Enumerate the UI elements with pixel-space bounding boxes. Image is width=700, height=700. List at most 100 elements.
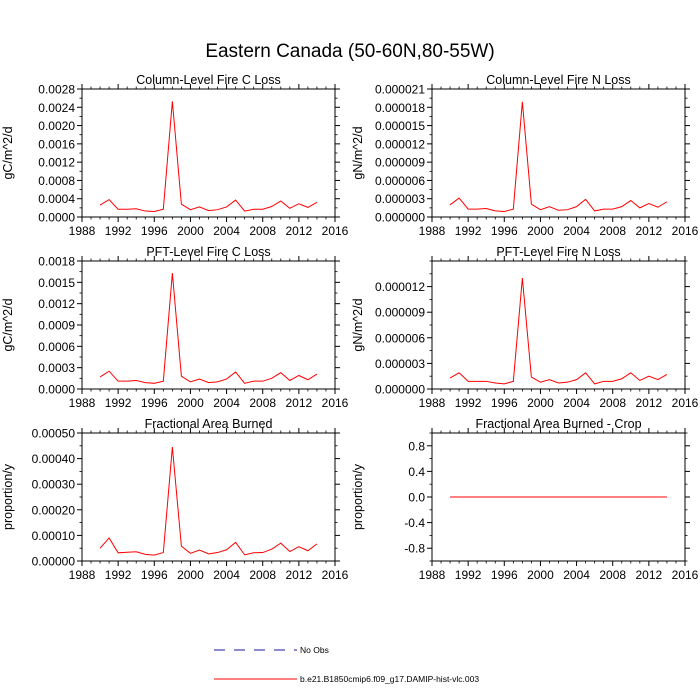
- y-tick-label: 0.000006: [375, 174, 425, 188]
- y-tick-label: 0.0015: [38, 276, 75, 290]
- panel-title: PFT-Level Fire C Loss: [146, 245, 270, 259]
- plot-frame: [81, 260, 336, 390]
- x-tick-label: 1996: [141, 568, 168, 582]
- panel-title: Column-Level Fire N Loss: [486, 73, 631, 87]
- x-tick-label: 2008: [599, 568, 626, 582]
- series-line: [449, 278, 668, 385]
- y-tick-label: 0.00050: [32, 427, 76, 441]
- panel-1: Column-Level Fire C Loss gC/m^2/d 1988 1992…: [1, 73, 349, 238]
- panel-title: PFT-Level Fire N Loss: [496, 245, 620, 259]
- y-tick-label: 0.0024: [38, 101, 75, 115]
- y-tick-label: 0.000009: [375, 156, 425, 170]
- x-tick-label: 1988: [69, 224, 96, 238]
- y-tick-label: 0.000015: [375, 119, 425, 133]
- plot-frame: [81, 88, 336, 218]
- legend-label-no-obs: No Obs: [300, 645, 329, 655]
- figure-title: Eastern Canada (50-60N,80-55W): [205, 41, 494, 62]
- x-tick-label: 1988: [419, 568, 446, 582]
- x-tick-label: 2004: [213, 396, 240, 410]
- x-tick-label: 1988: [69, 568, 96, 582]
- plot-frame: [431, 88, 686, 218]
- y-axis-label: gC/m^2/d: [1, 298, 15, 351]
- y-tick-label: 0.0000: [38, 211, 75, 225]
- x-tick-label: 1988: [419, 224, 446, 238]
- y-tick-label: 0.0003: [38, 361, 75, 375]
- x-tick-label: 2012: [286, 224, 313, 238]
- y-tick-label: 0.0012: [38, 297, 75, 311]
- x-tick-label: 2000: [177, 396, 204, 410]
- x-tick-label: 2012: [286, 396, 313, 410]
- y-tick-label: 0.000000: [375, 211, 425, 225]
- y-tick-label: 0.000012: [375, 137, 425, 151]
- x-tick-label: 2016: [672, 396, 699, 410]
- y-tick-label: 0.0012: [38, 156, 75, 170]
- y-tick-label: 0.0000: [38, 383, 75, 397]
- y-tick-label: 0.000021: [375, 83, 425, 97]
- x-tick-label: 2008: [599, 224, 626, 238]
- y-tick-label: 0.000000: [375, 383, 425, 397]
- y-tick-label: 0.000012: [375, 280, 425, 294]
- x-tick-label: 2016: [322, 396, 349, 410]
- y-tick-label: 0.000003: [375, 192, 425, 206]
- panel-title: Fractional Area Burned: [145, 417, 273, 431]
- panel-title: Column-Level Fire C Loss: [136, 73, 281, 87]
- x-tick-label: 1988: [419, 396, 446, 410]
- x-tick-label: 2000: [177, 568, 204, 582]
- y-tick-label: -0.8: [404, 542, 425, 556]
- y-axis-label: gC/m^2/d: [1, 126, 15, 179]
- y-tick-label: 0.000006: [375, 331, 425, 345]
- y-tick-label: 0.00020: [32, 503, 76, 517]
- x-tick-label: 2008: [249, 224, 276, 238]
- y-tick-label: 0.0018: [38, 255, 75, 269]
- legend: No Obs b.e21.B1850cmip6.f09_g17.DAMIP-hi…: [214, 645, 479, 684]
- x-tick-label: 2004: [213, 224, 240, 238]
- x-tick-label: 1992: [455, 568, 482, 582]
- x-tick-label: 2000: [177, 224, 204, 238]
- x-tick-label: 1996: [141, 224, 168, 238]
- x-tick-label: 2000: [527, 224, 554, 238]
- x-tick-label: 2008: [249, 568, 276, 582]
- y-tick-label: 0.0016: [38, 137, 75, 151]
- legend-label-model: b.e21.B1850cmip6.f09_g17.DAMIP-hist-vlc.…: [300, 674, 479, 684]
- panel-4: PFT-Level Fire N Loss gN/m^2/d 1988 1992 199…: [351, 245, 699, 410]
- plot-frame: [431, 260, 686, 390]
- panel-5: Fractional Area Burned proportion/y 1988 19…: [1, 417, 349, 582]
- y-tick-label: 0.0006: [38, 340, 75, 354]
- series-line: [99, 273, 318, 384]
- y-tick-label: 0.000018: [375, 101, 425, 115]
- x-tick-label: 2016: [322, 224, 349, 238]
- y-tick-label: 0.0020: [38, 119, 75, 133]
- y-tick-label: 0.00000: [32, 555, 76, 569]
- panel-6: Fractional Area Burned - Crop proportion/…: [351, 417, 699, 582]
- series-line: [449, 101, 668, 213]
- x-tick-label: 2000: [527, 568, 554, 582]
- x-tick-label: 1996: [491, 568, 518, 582]
- y-tick-label: 0.00040: [32, 452, 76, 466]
- y-tick-label: 0.0009: [38, 319, 75, 333]
- panel-3: PFT-Level Fire C Loss gC/m^2/d 1988 1992 199…: [1, 245, 349, 410]
- y-axis-label: proportion/y: [351, 463, 365, 530]
- x-tick-label: 1996: [141, 396, 168, 410]
- x-tick-label: 2016: [672, 568, 699, 582]
- x-tick-label: 1992: [455, 224, 482, 238]
- y-tick-label: 0.0004: [38, 192, 75, 206]
- x-tick-label: 2012: [636, 224, 663, 238]
- y-tick-label: 0.000003: [375, 357, 425, 371]
- x-tick-label: 1996: [491, 224, 518, 238]
- series-line: [99, 101, 318, 213]
- y-tick-label: 0.00030: [32, 478, 76, 492]
- y-axis-label: gN/m^2/d: [351, 126, 365, 179]
- x-tick-label: 2012: [636, 396, 663, 410]
- x-tick-label: 1992: [105, 224, 132, 238]
- x-tick-label: 1992: [105, 568, 132, 582]
- panel-2: Column-Level Fire N Loss gN/m^2/d 1988 1992…: [351, 73, 699, 238]
- x-tick-label: 2012: [286, 568, 313, 582]
- x-tick-label: 2000: [527, 396, 554, 410]
- series-line: [99, 447, 318, 556]
- x-tick-label: 2004: [563, 568, 590, 582]
- x-tick-label: 1996: [491, 396, 518, 410]
- y-tick-label: 0.00010: [32, 529, 76, 543]
- x-tick-label: 2008: [249, 396, 276, 410]
